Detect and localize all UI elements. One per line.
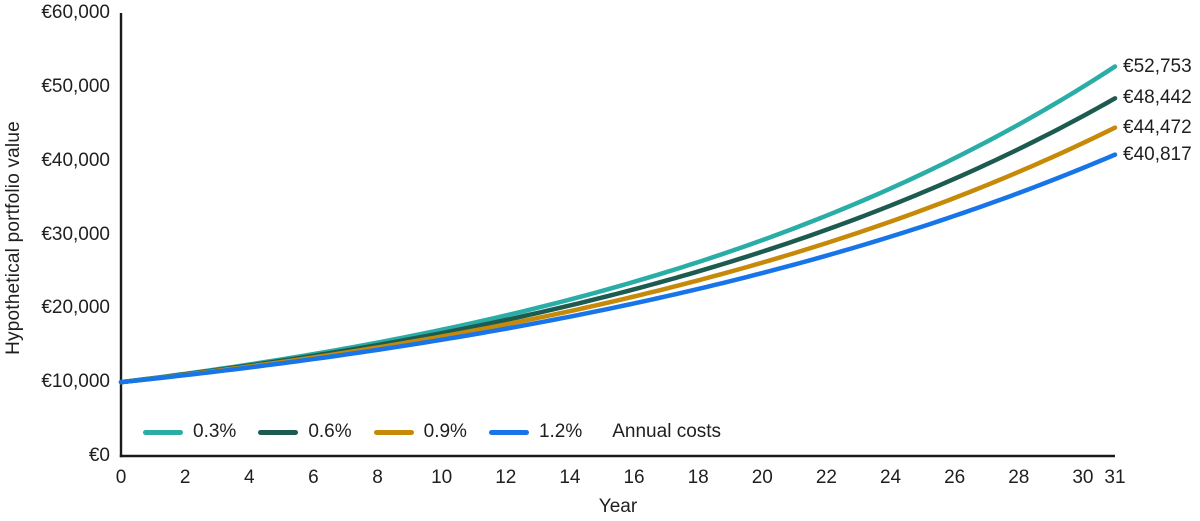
legend: 0.3% 0.6% 0.9% 1.2% Annual costs <box>143 421 721 443</box>
legend-item: 0.6% <box>258 421 352 443</box>
x-tick-label: 2 <box>179 467 191 488</box>
series-line-0.6% <box>118 96 1118 385</box>
y-tick-label: €30,000 <box>41 223 110 245</box>
x-tick-label: 14 <box>559 467 581 488</box>
x-tick-label: 18 <box>687 467 709 488</box>
series-line-1.2% <box>118 152 1118 385</box>
x-tick-label: 30 <box>1072 467 1094 488</box>
end-value-label: €40,817 <box>1123 143 1192 165</box>
legend-label: 0.6% <box>308 421 352 442</box>
x-tick-label: 24 <box>879 467 902 488</box>
x-tick-label: 28 <box>1008 467 1030 488</box>
x-tick-label: 12 <box>495 467 517 488</box>
y-tick-label: €40,000 <box>41 149 110 171</box>
x-tick-label: 20 <box>751 467 773 488</box>
y-tick-label: €20,000 <box>41 297 110 319</box>
legend-swatch-icon <box>488 429 529 435</box>
end-value-label: €48,442 <box>1123 87 1192 109</box>
y-tick-label: €50,000 <box>41 75 110 97</box>
legend-swatch-icon <box>143 429 183 435</box>
x-tick-label: 4 <box>243 467 255 488</box>
legend-swatch-icon <box>373 429 414 435</box>
legend-label: 0.3% <box>193 421 237 442</box>
x-axis-title: Year <box>598 496 638 517</box>
end-value-label: €52,753 <box>1123 55 1192 77</box>
legend-item: 0.3% <box>143 421 236 443</box>
x-tick-label: 6 <box>308 467 319 488</box>
x-tick-label: 8 <box>372 467 383 488</box>
legend-item: 0.9% <box>373 421 467 443</box>
y-tick-label: €60,000 <box>41 2 110 23</box>
end-value-label: €44,472 <box>1123 116 1192 138</box>
series-line-0.9% <box>118 125 1118 385</box>
x-tick-label: 10 <box>431 467 453 488</box>
legend-swatch-icon <box>258 429 299 435</box>
x-tick-label: 16 <box>623 467 645 488</box>
x-tick-label: 22 <box>815 467 837 488</box>
legend-label: 1.2% <box>538 421 583 442</box>
x-tick-label: 0 <box>115 467 127 488</box>
x-tick-label: 31 <box>1104 467 1126 488</box>
series-line-0.3% <box>118 64 1118 385</box>
legend-title: Annual costs <box>612 421 722 442</box>
x-tick-label: 26 <box>944 467 966 488</box>
y-tick-label: €0 <box>88 445 110 466</box>
legend-item: 1.2% <box>488 421 583 443</box>
legend-label: 0.9% <box>423 421 467 442</box>
y-tick-label: €10,000 <box>41 371 110 393</box>
